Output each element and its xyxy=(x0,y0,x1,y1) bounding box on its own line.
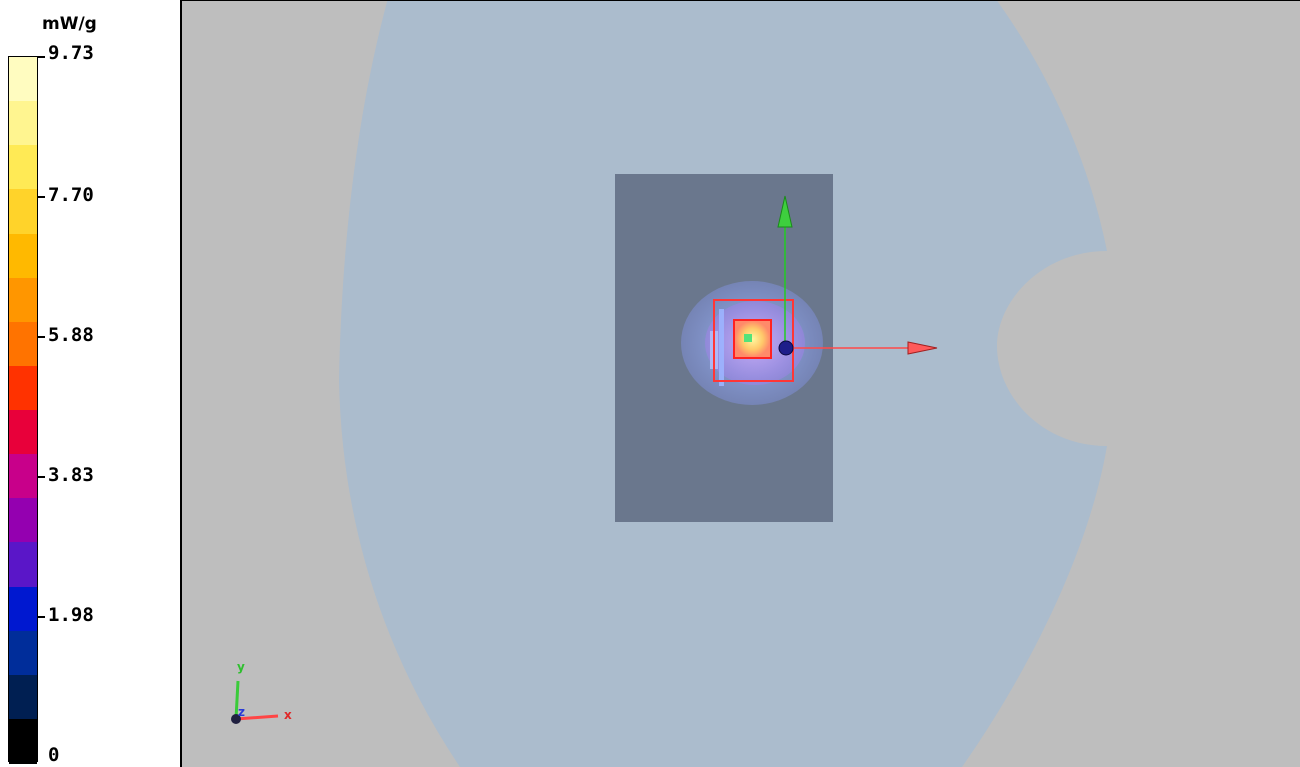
legend-color-swatch xyxy=(9,718,37,764)
triad-z-label: z xyxy=(238,705,245,719)
legend-color-swatch xyxy=(9,586,37,632)
triad-y-axis xyxy=(234,680,240,720)
legend-color-swatch xyxy=(9,189,37,234)
probe-x-arrowhead xyxy=(907,341,938,355)
triad-x-axis xyxy=(235,714,279,721)
sar-scene xyxy=(231,1,1107,767)
probe-y-arrowhead xyxy=(777,195,793,228)
antenna-feed-bar xyxy=(719,309,724,386)
color-scale-bar xyxy=(8,56,38,764)
legend-color-swatch xyxy=(9,454,37,499)
zoom-scan-box-outer xyxy=(713,299,794,382)
3d-viewport[interactable]: y z x xyxy=(180,0,1300,767)
legend-color-swatch xyxy=(9,321,37,367)
zoom-scan-box-inner xyxy=(733,319,772,359)
legend-color-swatch xyxy=(9,233,37,279)
color-scale-legend: mW/g 9.73 7.70 5.88 3.83 1.98 0 xyxy=(0,0,180,767)
legend-tick-3-83 xyxy=(38,476,45,478)
legend-color-swatch xyxy=(9,498,37,543)
sar-peak-region xyxy=(735,321,770,357)
legend-label-max: 9.73 xyxy=(48,42,94,64)
legend-label-5-88: 5.88 xyxy=(48,324,94,346)
legend-color-swatch xyxy=(9,630,37,676)
triad-y-label: y xyxy=(237,660,245,674)
legend-label-7-70: 7.70 xyxy=(48,184,94,206)
probe-origin xyxy=(778,340,794,356)
triad-origin xyxy=(231,714,241,724)
legend-tick-1-98 xyxy=(38,616,45,618)
legend-color-swatch xyxy=(9,410,37,455)
legend-color-swatch xyxy=(9,674,37,720)
legend-color-swatch xyxy=(9,57,37,102)
legend-tick-9-73 xyxy=(38,56,45,58)
legend-color-swatch xyxy=(9,277,37,323)
legend-label-3-83: 3.83 xyxy=(48,464,94,486)
legend-label-1-98: 1.98 xyxy=(48,604,94,626)
triad-x-label: x xyxy=(284,708,292,722)
sar-peak-marker xyxy=(744,334,752,342)
legend-color-swatch xyxy=(9,101,37,146)
legend-tick-7-70 xyxy=(38,196,45,198)
legend-color-swatch xyxy=(9,542,37,587)
legend-label-min: 0 xyxy=(48,744,60,766)
legend-color-swatch xyxy=(9,365,37,411)
legend-unit-label: mW/g xyxy=(42,14,97,34)
legend-color-swatch xyxy=(9,145,37,190)
legend-tick-5-88 xyxy=(38,336,45,338)
